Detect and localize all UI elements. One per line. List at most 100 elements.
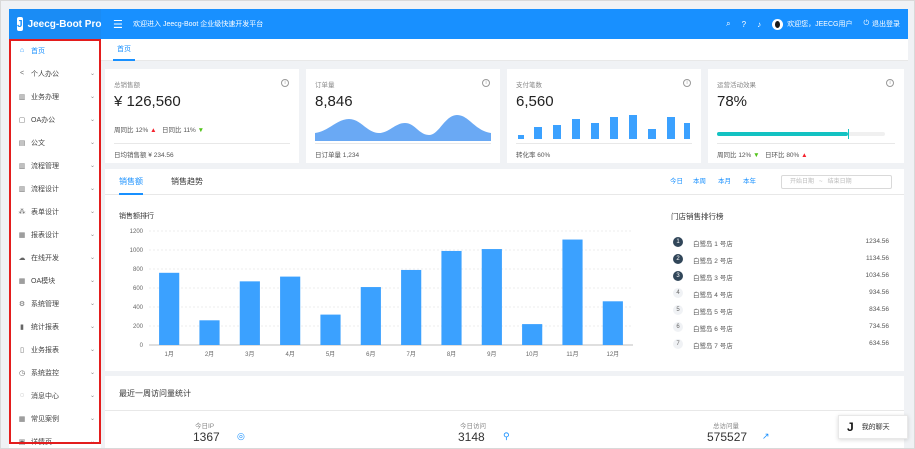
sidebar-item[interactable]: ⚙ 系统管理 ⌄: [9, 292, 101, 315]
caret-down-icon: ▼: [753, 152, 760, 159]
tab-trend[interactable]: 销售趋势: [171, 177, 203, 186]
chevron-down-icon: ⌄: [89, 94, 95, 100]
logout-button[interactable]: ⏻ 退出登录: [863, 19, 900, 29]
sidebar-item[interactable]: ▤ 公文 ⌄: [9, 131, 101, 154]
rank-number: 1: [673, 237, 683, 247]
bell-icon[interactable]: ♪: [757, 19, 762, 29]
stat-value: 1367: [193, 430, 220, 444]
sidebar-item[interactable]: ▦ 报表设计 ⌄: [9, 223, 101, 246]
stat-label: 总访问量: [713, 423, 739, 430]
sidebar-item-label: 统计报表: [31, 323, 59, 331]
start-date-input[interactable]: 开始日期: [790, 179, 815, 185]
x-tick-label: 11月: [566, 351, 578, 358]
logo[interactable]: J Jeecg-Boot Pro: [9, 9, 101, 39]
tab-sales[interactable]: 销售额: [119, 169, 143, 195]
day-value: 80%: [786, 152, 800, 159]
rank-value: 834.56: [869, 306, 889, 313]
kpi-title: 总销售额: [114, 82, 140, 89]
info-icon[interactable]: i: [886, 79, 894, 87]
bar[interactable]: [602, 301, 623, 345]
x-tick-label: 1月: [164, 351, 173, 358]
y-tick-label: 600: [133, 286, 144, 292]
sidebar-item[interactable]: ⌂ 首页: [9, 39, 101, 62]
sidebar-item[interactable]: < 个人办公 ⌄: [9, 62, 101, 85]
chevron-down-icon: ⌄: [89, 186, 95, 192]
bar[interactable]: [360, 287, 381, 345]
bar[interactable]: [481, 249, 502, 345]
bar[interactable]: [441, 250, 462, 345]
sidebar-item-label: 在线开发: [31, 254, 59, 262]
sidebar-item[interactable]: ▥ 流程设计 ⌄: [9, 177, 101, 200]
sidebar-item[interactable]: ▢ OA办公 ⌄: [9, 108, 101, 131]
sidebar-item[interactable]: ▦ 常见案例 ⌄: [9, 407, 101, 430]
sidebar-item-label: 业务办理: [31, 93, 59, 101]
kpi-compare: 周同比 12% ▼ 日环比 80% ▲: [717, 149, 808, 159]
table-icon: ▦: [18, 415, 26, 423]
rank-row: 7 白鹭岛 7 号店 634.56: [673, 339, 889, 350]
caret-up-icon: ▲: [150, 127, 157, 134]
search-icon[interactable]: ⌕: [726, 19, 731, 28]
sidebar-item[interactable]: ◌ 消息中心 ⌄: [9, 384, 101, 407]
bar[interactable]: [239, 281, 260, 345]
sidebar-item-label: 业务报表: [31, 346, 59, 354]
sidebar-item-label: OA模块: [31, 277, 56, 285]
sidebar-item[interactable]: ◷ 系统监控 ⌄: [9, 361, 101, 384]
menu-fold-icon[interactable]: ☰: [113, 18, 123, 31]
day-value: 11%: [183, 127, 196, 134]
period-today[interactable]: 今日: [670, 178, 683, 185]
info-icon[interactable]: i: [683, 79, 691, 87]
y-tick-label: 400: [133, 305, 144, 311]
x-tick-label: 4月: [285, 351, 294, 358]
user-menu[interactable]: 欢迎您，JEECG用户: [772, 18, 852, 30]
stat-value: 575527: [707, 430, 748, 444]
profile-icon: ▣: [18, 438, 26, 446]
x-tick-label: 7月: [406, 351, 415, 358]
info-icon[interactable]: i: [482, 79, 490, 87]
help-icon[interactable]: ?: [741, 19, 747, 29]
bar[interactable]: [562, 239, 583, 345]
sidebar-item[interactable]: ▯ 业务报表 ⌄: [9, 338, 101, 361]
divider: [717, 143, 895, 144]
rank-row: 6 白鹭岛 6 号店 734.56: [673, 322, 889, 333]
bar[interactable]: [280, 276, 301, 345]
sidebar-item[interactable]: ▮ 统计报表 ⌄: [9, 315, 101, 338]
bar[interactable]: [522, 324, 543, 345]
bank-icon: ▥: [18, 93, 26, 101]
monitor-icon: ◷: [18, 369, 26, 377]
date-range-picker[interactable]: 开始日期 ~ 结束日期: [781, 175, 892, 189]
rank-name: 白鹭岛 2 号店: [693, 258, 733, 265]
file-icon: ▤: [18, 139, 26, 147]
rank-name: 白鹭岛 5 号店: [693, 309, 733, 316]
visits-card: 最近一周访问量统计 今日IP 1367 ◎ 今日访问 3148 ⚲ 总访问量 5…: [105, 376, 904, 448]
visits-title: 最近一周访问量统计: [119, 389, 191, 398]
chevron-down-icon: ⌄: [89, 370, 95, 376]
sidebar-item[interactable]: ▥ 流程管理 ⌄: [9, 154, 101, 177]
x-tick-label: 6月: [366, 351, 375, 358]
bar[interactable]: [159, 272, 180, 345]
sidebar-item[interactable]: ▦ OA模块 ⌄: [9, 269, 101, 292]
bar[interactable]: [401, 269, 422, 345]
period-week[interactable]: 本周: [693, 178, 706, 185]
info-icon[interactable]: i: [281, 79, 289, 87]
sidebar-item[interactable]: ☁ 在线开发 ⌄: [9, 246, 101, 269]
bank-icon: ▥: [18, 185, 26, 193]
bar[interactable]: [199, 320, 220, 345]
day-label: 日同比: [162, 127, 182, 134]
week-label: 周同比: [114, 127, 134, 134]
chevron-down-icon: ⌄: [89, 255, 95, 261]
period-month[interactable]: 本月: [718, 178, 731, 185]
bar[interactable]: [320, 314, 341, 345]
share-icon: <: [19, 70, 25, 77]
end-date-input[interactable]: 结束日期: [827, 179, 852, 185]
sidebar-item[interactable]: ⁂ 表单设计 ⌄: [9, 200, 101, 223]
tab-home[interactable]: 首页: [113, 39, 135, 61]
rank-name: 白鹭岛 6 号店: [693, 326, 733, 333]
chat-button[interactable]: J 我的聊天: [838, 415, 908, 439]
period-year[interactable]: 本年: [743, 178, 756, 185]
rank-row: 1 白鹭岛 1 号店 1234.56: [673, 237, 889, 248]
stat-value: 3148: [458, 430, 485, 444]
sidebar-item[interactable]: ▥ 业务办理 ⌄: [9, 85, 101, 108]
logout-label: 退出登录: [872, 21, 900, 28]
kpi-footer: 日订单量 1,234: [315, 152, 360, 159]
sidebar-item[interactable]: ▣ 详情页 ⌄: [9, 430, 101, 448]
